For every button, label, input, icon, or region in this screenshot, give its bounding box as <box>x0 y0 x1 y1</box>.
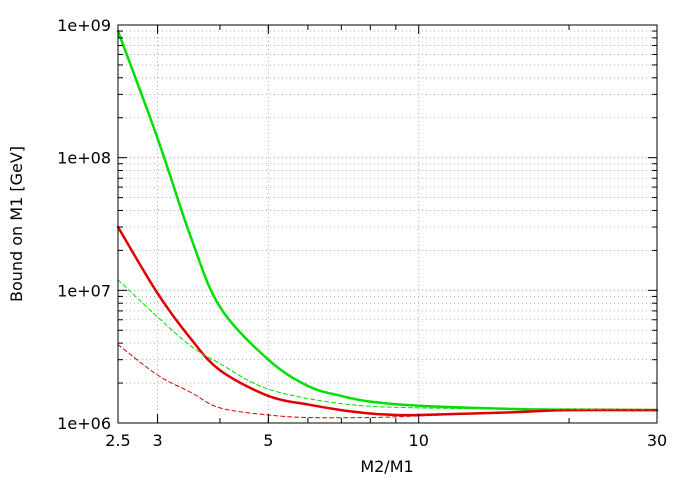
ticks: 1e+06 1e+07 1e+08 1e+09 2.5 3 5 10 30 <box>57 16 667 450</box>
x-tick-label: 2.5 <box>105 431 130 450</box>
series-layer <box>116 29 659 419</box>
plot-frame <box>117 24 658 424</box>
series-line-4 <box>117 344 658 419</box>
y-tick-label: 1e+06 <box>57 414 111 433</box>
x-axis-label: M2/M1 <box>360 457 413 476</box>
x-tick-label: 30 <box>647 431 667 450</box>
y-tick-label: 1e+07 <box>57 281 111 300</box>
x-tick-label: 5 <box>263 431 273 450</box>
y-tick-label: 1e+08 <box>57 149 111 168</box>
series-line-3 <box>117 279 658 411</box>
x-tick-label: 10 <box>409 431 429 450</box>
y-axis-label: Bound on M1 [GeV] <box>7 146 26 302</box>
y-tick-label: 1e+09 <box>57 16 111 35</box>
series-line-1 <box>116 29 659 412</box>
x-tick-label: 3 <box>152 431 162 450</box>
